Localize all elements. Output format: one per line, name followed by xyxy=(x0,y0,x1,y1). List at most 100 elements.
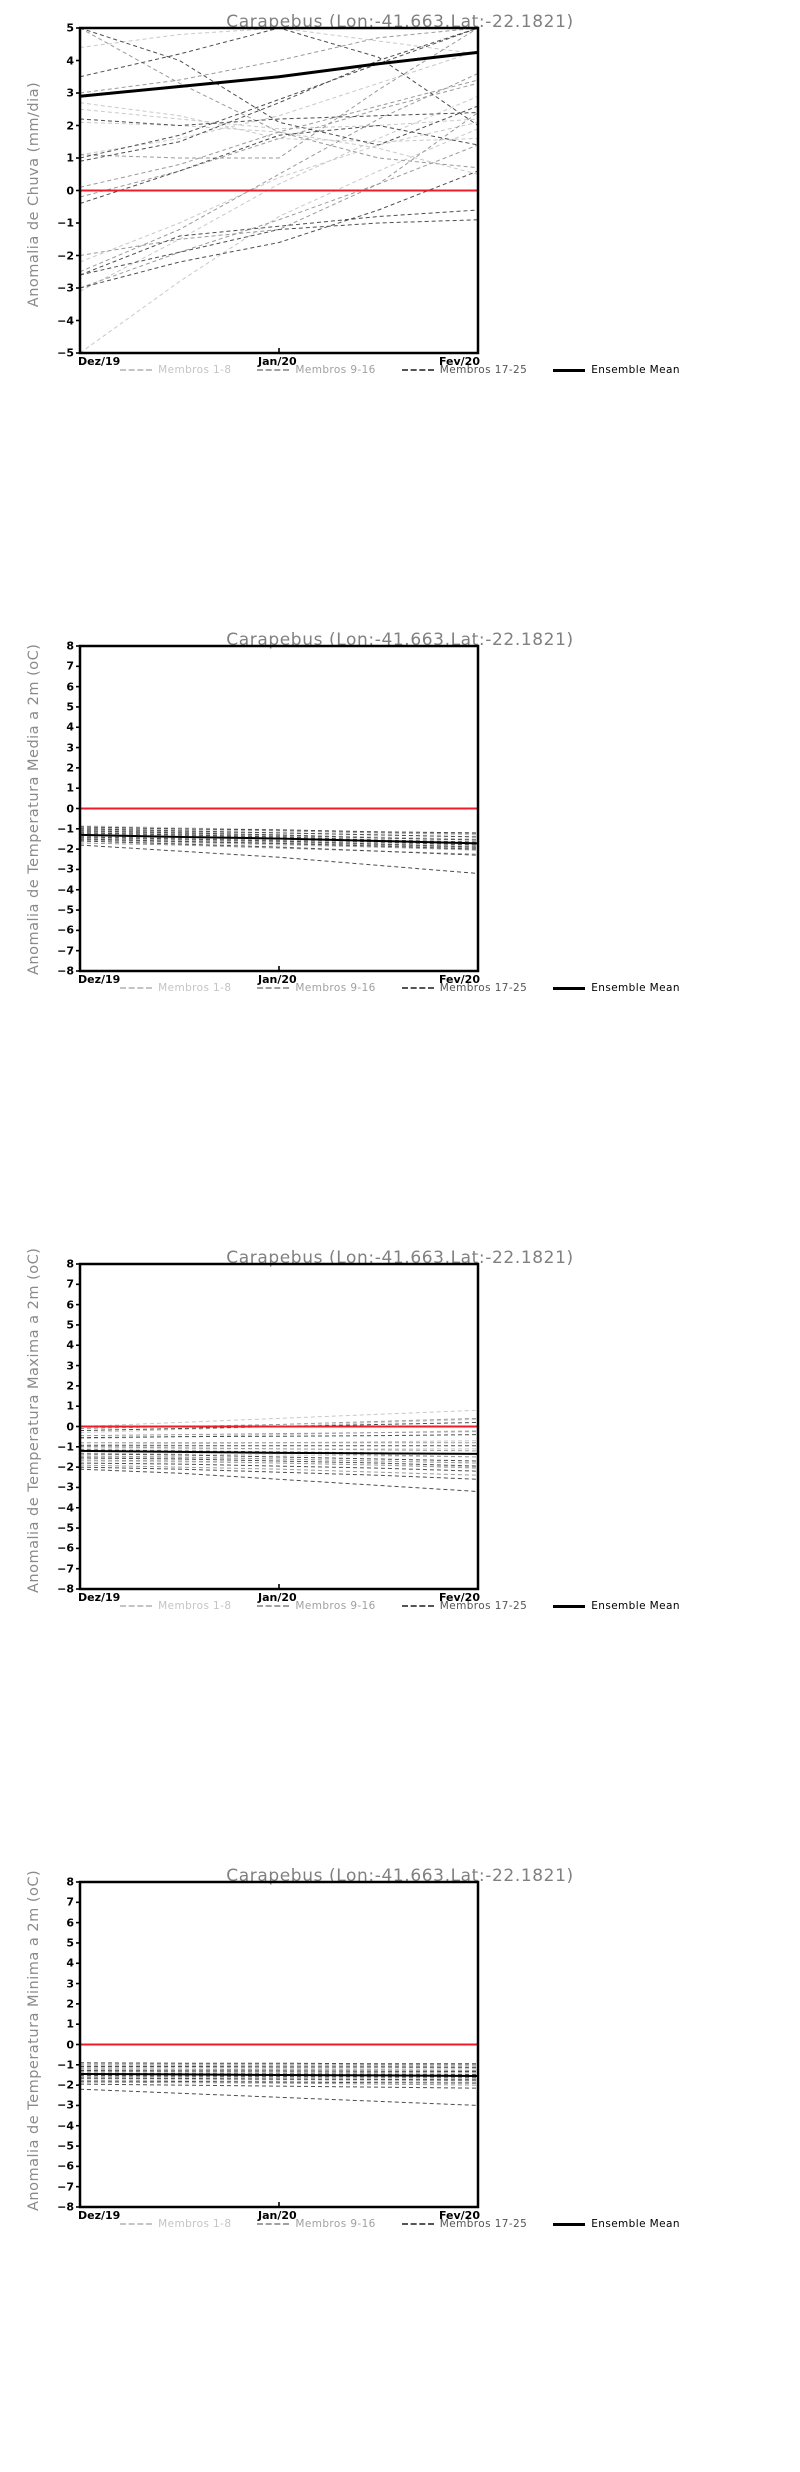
series-line xyxy=(80,1455,478,1464)
series-line xyxy=(80,839,478,851)
legend-item[interactable]: Membros 9-16 xyxy=(257,364,375,376)
x-tick-label: Dez/19 xyxy=(78,2209,121,2222)
series-line xyxy=(80,112,478,127)
x-tick-label: Jan/20 xyxy=(258,973,297,986)
legend-item[interactable]: Membros 17-25 xyxy=(401,982,528,994)
x-tick-label: Dez/19 xyxy=(78,1591,121,1604)
legend-swatch-4 xyxy=(553,986,586,990)
series-line xyxy=(80,2079,478,2083)
series-line xyxy=(80,170,478,289)
series-line xyxy=(80,1431,478,1437)
y-tick-label: 1 xyxy=(66,781,74,795)
chart-panel-precipitation: Carapebus (Lon:-41.663,Lat:-22.1821) Anom… xyxy=(0,0,800,618)
legend-item[interactable]: Membros 17-25 xyxy=(401,364,527,376)
y-tick-label: 5 xyxy=(66,1318,74,1332)
chart-legend: Membros 1-8 Membros 9-16 Membros 17-25 Ense… xyxy=(0,364,800,376)
legend-item[interactable]: Membros 1-8 xyxy=(120,364,231,376)
chart-panel-temp-media: Carapebus (Lon:-41.663,Lat:-22.1821) Anom… xyxy=(0,618,800,1236)
legend-label: Ensemble Mean xyxy=(591,364,680,376)
legend-label: Membros 17-25 xyxy=(439,2218,528,2230)
y-tick-label: −4 xyxy=(57,314,74,327)
x-tick-label: Jan/20 xyxy=(258,355,297,368)
y-tick-label: 5 xyxy=(66,1936,74,1950)
ensemble-mean-line xyxy=(80,50,478,98)
legend-item[interactable]: Membros 17-25 xyxy=(401,1600,527,1612)
legend-item[interactable]: Ensemble Mean xyxy=(553,2218,680,2230)
y-tick-label: −3 xyxy=(57,1480,74,1494)
legend-swatch-4 xyxy=(553,368,586,372)
y-tick-label: −5 xyxy=(57,1521,74,1535)
series-line xyxy=(80,28,478,169)
series-line xyxy=(80,2070,478,2073)
series-line xyxy=(80,1468,478,1492)
legend-item[interactable]: Membros 9-16 xyxy=(257,2218,375,2230)
y-tick-label: −6 xyxy=(57,923,74,937)
series-line xyxy=(80,1434,478,1439)
plot-area-precipitation xyxy=(76,26,480,355)
y-tick-label: 1 xyxy=(66,1399,74,1413)
legend-item[interactable]: Membros 9-16 xyxy=(257,982,375,994)
series-line xyxy=(80,144,478,289)
legend-swatch-3 xyxy=(401,987,434,989)
y-tick-label: −6 xyxy=(57,2159,74,2173)
series-line xyxy=(80,828,478,838)
x-tick-label: Dez/19 xyxy=(78,355,121,368)
legend-label: Membros 9-16 xyxy=(295,1600,376,1612)
series-line xyxy=(80,73,478,273)
series-line xyxy=(80,840,478,856)
y-tick-label: 1 xyxy=(66,2017,74,2031)
legend-swatch-3 xyxy=(401,2223,434,2225)
x-tick-label: Fev/20 xyxy=(438,973,480,986)
y-tick-label: −1 xyxy=(57,822,74,836)
ensemble-mean-line xyxy=(80,2072,478,2077)
legend-swatch-1 xyxy=(120,2223,153,2225)
y-tick-label: −8 xyxy=(57,1582,74,1596)
chart-panel-temp-maxima: Carapebus (Lon:-41.663,Lat:-22.1821) Anom… xyxy=(0,1236,800,1854)
series-line xyxy=(80,2075,478,2079)
plot-area-temp-maxima xyxy=(76,1262,480,1591)
y-tick-label: −3 xyxy=(57,862,74,876)
series-line xyxy=(80,2074,478,2078)
series-line xyxy=(80,1409,478,1427)
series-line xyxy=(80,1466,478,1480)
y-tick-label: 7 xyxy=(66,1277,74,1291)
y-tick-label: 0 xyxy=(66,1420,74,1433)
series-line xyxy=(80,1446,478,1452)
y-tick-label: 0 xyxy=(66,802,74,815)
legend-item[interactable]: Membros 1-8 xyxy=(120,982,231,994)
y-tick-label: 3 xyxy=(66,1359,74,1373)
legend-item[interactable]: Ensemble Mean xyxy=(553,1600,680,1612)
series-line xyxy=(80,2065,478,2068)
series-line xyxy=(80,832,478,843)
x-tick-label: Fev/20 xyxy=(438,1591,480,1604)
legend-label: Membros 9-16 xyxy=(295,2218,376,2230)
legend-item[interactable]: Membros 17-25 xyxy=(401,2218,528,2230)
ensemble-mean-line xyxy=(80,1449,478,1455)
legend-item[interactable]: Ensemble Mean xyxy=(553,364,680,376)
legend-item[interactable]: Ensemble Mean xyxy=(553,982,680,994)
series-line xyxy=(80,1452,478,1458)
y-tick-label: 6 xyxy=(66,680,74,694)
x-tick-label: Dez/19 xyxy=(78,973,121,986)
legend-label: Membros 1-8 xyxy=(158,1600,232,1612)
legend-item[interactable]: Membros 1-8 xyxy=(120,1600,231,1612)
chart-panel-temp-minima: Carapebus (Lon:-41.663,Lat:-22.1821) Anom… xyxy=(0,1854,800,2472)
series-line xyxy=(80,837,478,849)
series-line xyxy=(80,108,478,130)
series-line xyxy=(80,50,478,156)
y-tick-label: 2 xyxy=(66,1379,74,1393)
series-line xyxy=(80,2068,478,2071)
y-tick-label: 5 xyxy=(66,21,74,35)
y-tick-label: 7 xyxy=(66,1895,74,1909)
series-line xyxy=(80,826,478,834)
legend-swatch-2 xyxy=(257,2223,290,2225)
y-tick-label: 7 xyxy=(66,659,74,673)
legend-item[interactable]: Membros 9-16 xyxy=(257,1600,375,1612)
y-tick-label: −3 xyxy=(57,2098,74,2112)
legend-item[interactable]: Membros 1-8 xyxy=(120,2218,231,2230)
legend-swatch-3 xyxy=(401,369,434,371)
series-line xyxy=(80,128,478,353)
series-line xyxy=(80,2070,478,2074)
legend-label: Membros 17-25 xyxy=(439,982,528,994)
